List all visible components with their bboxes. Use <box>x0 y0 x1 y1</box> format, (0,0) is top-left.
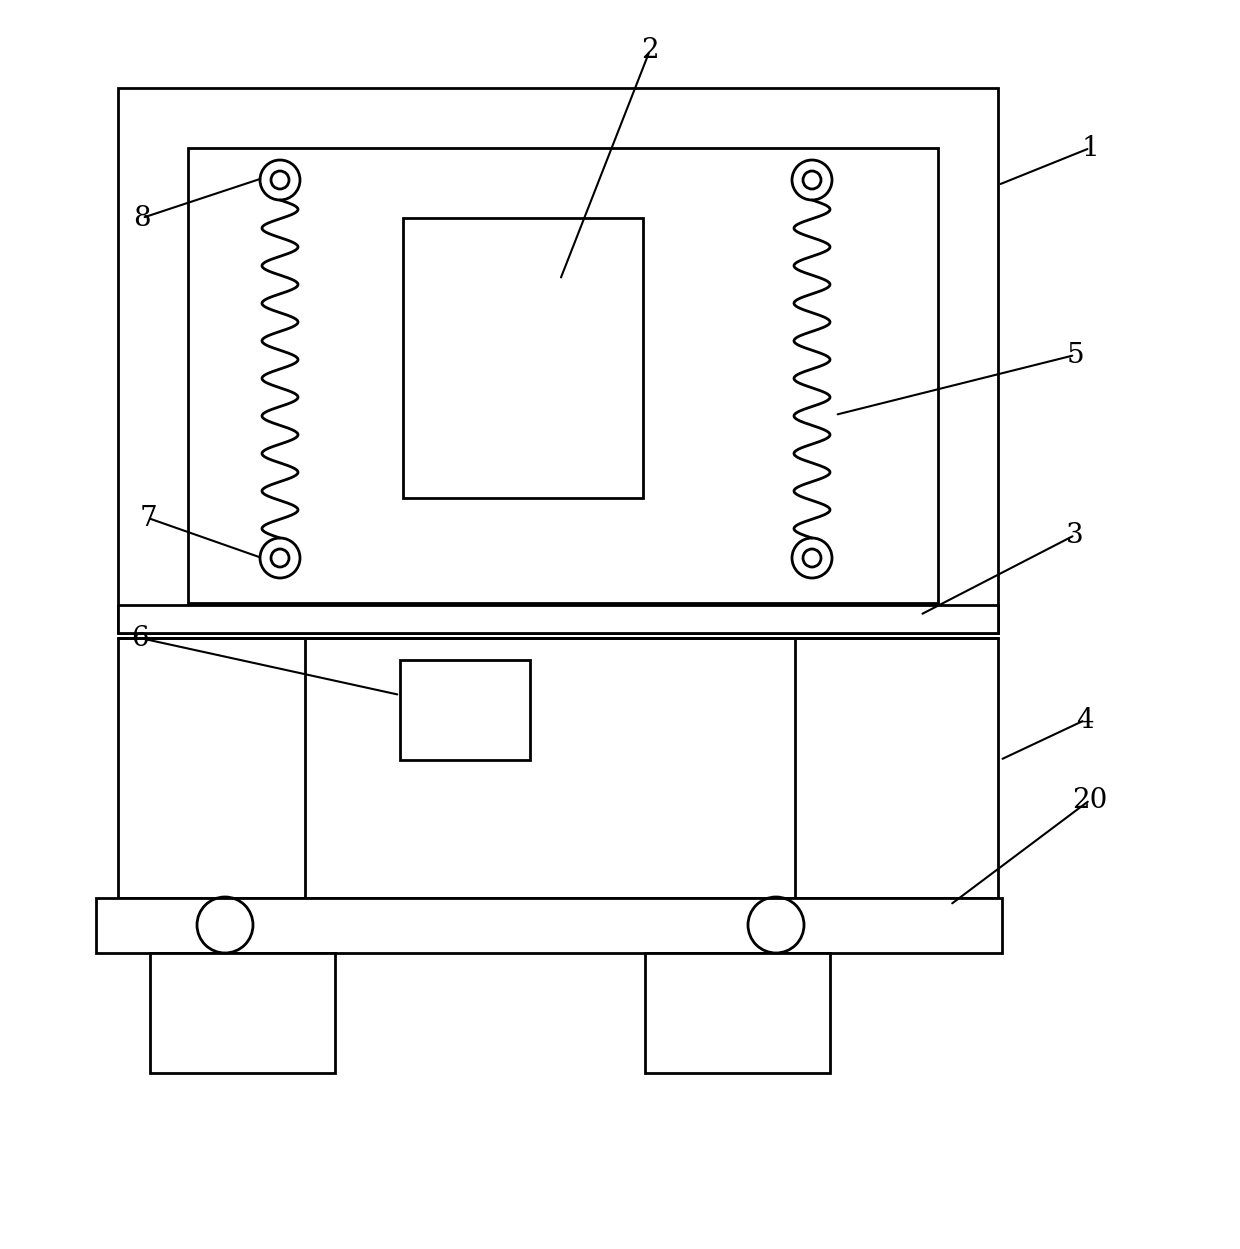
Text: 4: 4 <box>1076 707 1094 733</box>
Text: 5: 5 <box>1066 341 1084 368</box>
Text: 8: 8 <box>133 205 151 231</box>
Text: 1: 1 <box>1081 135 1099 161</box>
Bar <box>118 605 998 633</box>
Text: 7: 7 <box>139 505 157 532</box>
Text: 20: 20 <box>1073 787 1107 813</box>
Bar <box>403 219 644 498</box>
Bar <box>645 953 830 1073</box>
Bar <box>95 898 1002 953</box>
Bar <box>150 953 335 1073</box>
Text: 2: 2 <box>641 36 658 64</box>
Text: 3: 3 <box>1066 522 1084 548</box>
Bar <box>401 659 529 759</box>
Bar <box>188 147 937 603</box>
Text: 6: 6 <box>131 624 149 652</box>
Bar <box>118 87 998 633</box>
Bar <box>118 638 998 898</box>
